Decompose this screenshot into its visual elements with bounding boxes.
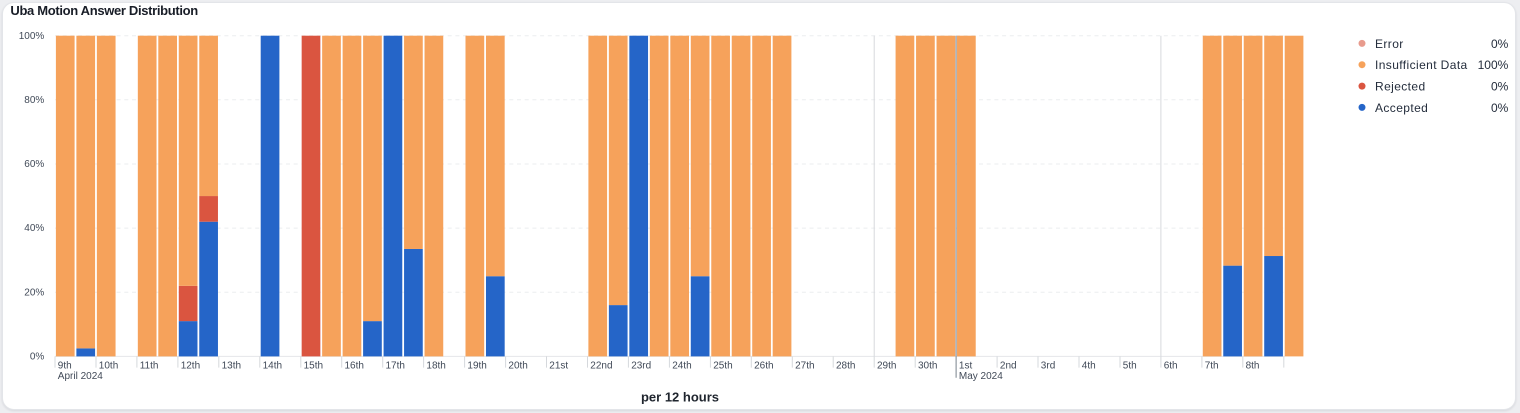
svg-text:0%: 0% [30,352,45,363]
svg-text:Uba Motion Answer Distribution: Uba Motion Answer Distribution [10,3,198,18]
svg-text:16th: 16th [345,360,364,371]
svg-text:14th: 14th [263,360,282,371]
svg-text:8th: 8th [1246,360,1260,371]
svg-text:3rd: 3rd [1041,360,1055,371]
svg-text:per 12 hours: per 12 hours [641,389,719,404]
svg-text:10th: 10th [99,360,118,371]
svg-text:22nd: 22nd [590,360,612,371]
svg-text:0%: 0% [1491,101,1509,115]
svg-text:Rejected: Rejected [1375,80,1426,94]
svg-text:15th: 15th [304,360,323,371]
svg-text:18th: 18th [426,360,445,371]
svg-text:40%: 40% [24,223,44,234]
svg-text:6th: 6th [1164,360,1178,371]
svg-text:100%: 100% [1478,58,1509,72]
svg-text:23rd: 23rd [631,360,651,371]
svg-text:April 2024: April 2024 [58,371,103,382]
svg-text:13th: 13th [222,360,241,371]
svg-text:30th: 30th [918,360,937,371]
svg-text:1st: 1st [959,360,973,371]
svg-text:2nd: 2nd [1000,360,1017,371]
svg-text:26th: 26th [754,360,773,371]
svg-text:Error: Error [1375,37,1404,51]
svg-text:7th: 7th [1205,360,1219,371]
svg-text:17th: 17th [386,360,405,371]
svg-text:12th: 12th [181,360,200,371]
svg-text:4th: 4th [1082,360,1096,371]
svg-text:0%: 0% [1491,37,1509,51]
svg-text:20th: 20th [508,360,527,371]
svg-text:21st: 21st [549,360,568,371]
svg-text:100%: 100% [19,31,45,42]
svg-text:29th: 29th [877,360,896,371]
svg-text:25th: 25th [713,360,732,371]
svg-text:60%: 60% [24,159,44,170]
svg-text:19th: 19th [467,360,486,371]
svg-text:5th: 5th [1123,360,1137,371]
svg-text:11th: 11th [140,360,159,371]
svg-text:27th: 27th [795,360,814,371]
svg-text:28th: 28th [836,360,855,371]
svg-text:24th: 24th [672,360,691,371]
svg-text:20%: 20% [24,287,44,298]
svg-text:Accepted: Accepted [1375,101,1428,115]
svg-text:0%: 0% [1491,80,1509,94]
svg-text:May 2024: May 2024 [959,371,1003,382]
svg-text:80%: 80% [24,95,44,106]
svg-text:9th: 9th [58,360,72,371]
svg-text:Insufficient Data: Insufficient Data [1375,58,1468,72]
